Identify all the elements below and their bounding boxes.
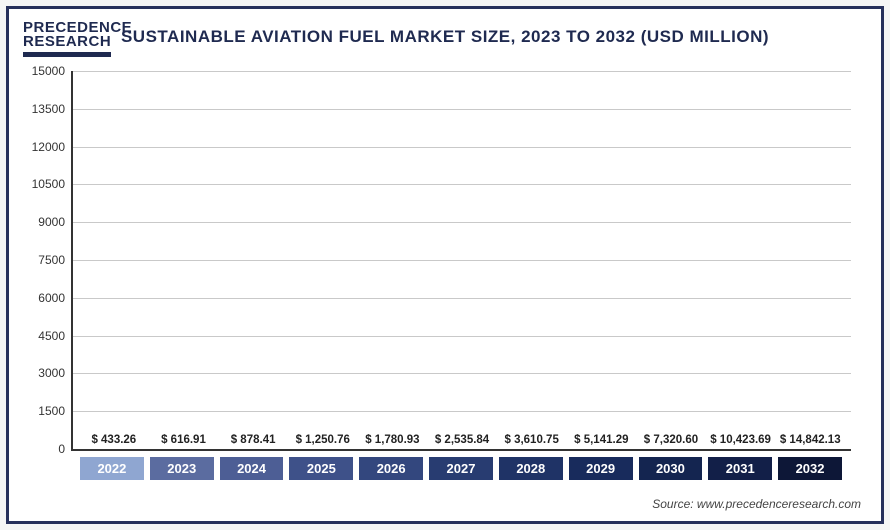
gridline: [73, 298, 851, 299]
y-tick-label: 4500: [38, 329, 73, 343]
x-axis-label: 2032: [778, 457, 842, 480]
bar-slot: $ 1,780.93: [358, 434, 428, 449]
gridline: [73, 71, 851, 72]
bar-slot: $ 878.41: [218, 434, 288, 449]
y-tick-label: 13500: [32, 102, 73, 116]
y-tick-label: 6000: [38, 291, 73, 305]
bar-value-label: $ 10,423.69: [710, 434, 771, 446]
bar-value-label: $ 1,780.93: [365, 434, 419, 446]
y-tick-label: 10500: [32, 177, 73, 191]
bar-slot: $ 616.91: [149, 434, 219, 449]
gridline: [73, 336, 851, 337]
gridline: [73, 184, 851, 185]
gridline: [73, 147, 851, 148]
bar-value-label: $ 14,842.13: [780, 434, 841, 446]
bar-value-label: $ 616.91: [161, 434, 206, 446]
bar-slot: $ 7,320.60: [636, 434, 706, 449]
bar-slot: $ 5,141.29: [566, 434, 636, 449]
chart-title: SUSTAINABLE AVIATION FUEL MARKET SIZE, 2…: [9, 27, 881, 47]
y-tick-label: 9000: [38, 215, 73, 229]
bar-value-label: $ 2,535.84: [435, 434, 489, 446]
bar-slot: $ 10,423.69: [706, 434, 776, 449]
chart-area: $ 433.26 $ 616.91 $ 878.41 $ 1,250.76 $ 1,78…: [71, 71, 851, 451]
bar-value-label: $ 433.26: [91, 434, 136, 446]
plot-region: $ 433.26 $ 616.91 $ 878.41 $ 1,250.76 $ 1,78…: [71, 71, 851, 451]
x-axis-label: 2029: [569, 457, 633, 480]
x-axis-label: 2024: [220, 457, 284, 480]
x-axis-label: 2030: [639, 457, 703, 480]
bar-value-label: $ 5,141.29: [574, 434, 628, 446]
bar-slot: $ 433.26: [79, 434, 149, 449]
gridline: [73, 260, 851, 261]
bar-value-label: $ 3,610.75: [504, 434, 558, 446]
y-tick-label: 7500: [38, 253, 73, 267]
x-axis-label: 2023: [150, 457, 214, 480]
bar-value-label: $ 878.41: [231, 434, 276, 446]
x-axis-label: 2028: [499, 457, 563, 480]
bar-slot: $ 3,610.75: [497, 434, 567, 449]
y-tick-label: 12000: [32, 140, 73, 154]
y-tick-label: 0: [58, 442, 73, 456]
bar-slot: $ 2,535.84: [427, 434, 497, 449]
y-tick-label: 1500: [38, 404, 73, 418]
bar-slot: $ 14,842.13: [775, 434, 845, 449]
x-axis-label: 2022: [80, 457, 144, 480]
y-tick-label: 3000: [38, 366, 73, 380]
gridline: [73, 109, 851, 110]
bar-value-label: $ 7,320.60: [644, 434, 698, 446]
gridline: [73, 373, 851, 374]
gridline: [73, 222, 851, 223]
source-attribution: Source: www.precedenceresearch.com: [652, 497, 861, 511]
x-axis-label: 2026: [359, 457, 423, 480]
x-axis-label: 2031: [708, 457, 772, 480]
x-axis: 2022 2023 20242025 2026 2027 2028 2029 20302031…: [71, 457, 851, 480]
y-tick-label: 15000: [32, 64, 73, 78]
bar-slot: $ 1,250.76: [288, 434, 358, 449]
chart-frame: PRECEDENCE RESEARCH SUSTAINABLE AVIATION…: [6, 6, 884, 524]
logo-underline: [23, 52, 111, 57]
x-axis-label: 2027: [429, 457, 493, 480]
bar-value-label: $ 1,250.76: [296, 434, 350, 446]
gridline: [73, 411, 851, 412]
x-axis-label: 2025: [289, 457, 353, 480]
